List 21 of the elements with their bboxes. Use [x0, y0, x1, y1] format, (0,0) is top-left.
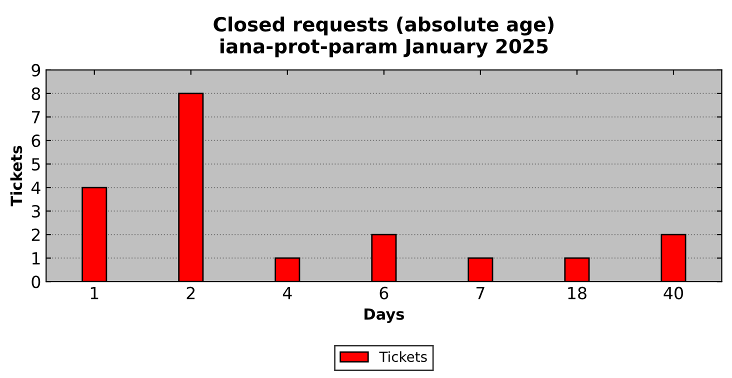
y-tick-label: 2 [32, 228, 40, 241]
x-tick-label: 7 [476, 286, 484, 300]
y-tick-label: 5 [32, 158, 40, 171]
chart-title: Closed requests (absolute age) iana-prot-param January 2025 [214, 16, 554, 58]
x-tick-label: 40 [664, 286, 683, 300]
y-tick-label: 4 [31, 182, 40, 194]
y-tick-label: 6 [32, 134, 40, 148]
y-tick-label: 9 [32, 64, 40, 76]
y-tick-label: 3 [32, 205, 40, 218]
y-tick-label: 7 [32, 111, 40, 124]
x-axis-title: Days [364, 308, 404, 323]
y-tick-label: 8 [32, 87, 40, 100]
x-tick-label: 4 [282, 286, 292, 300]
x-tick-label: 18 [568, 286, 586, 300]
legend-label: Tickets [379, 351, 427, 362]
x-tick-label: 2 [186, 286, 195, 300]
y-tick-label: 1 [32, 252, 40, 264]
x-tick-label: 1 [90, 286, 98, 300]
y-tick-label: 0 [32, 276, 40, 288]
x-tick-label: 6 [380, 286, 388, 300]
y-axis-title: Tickets [10, 146, 22, 206]
